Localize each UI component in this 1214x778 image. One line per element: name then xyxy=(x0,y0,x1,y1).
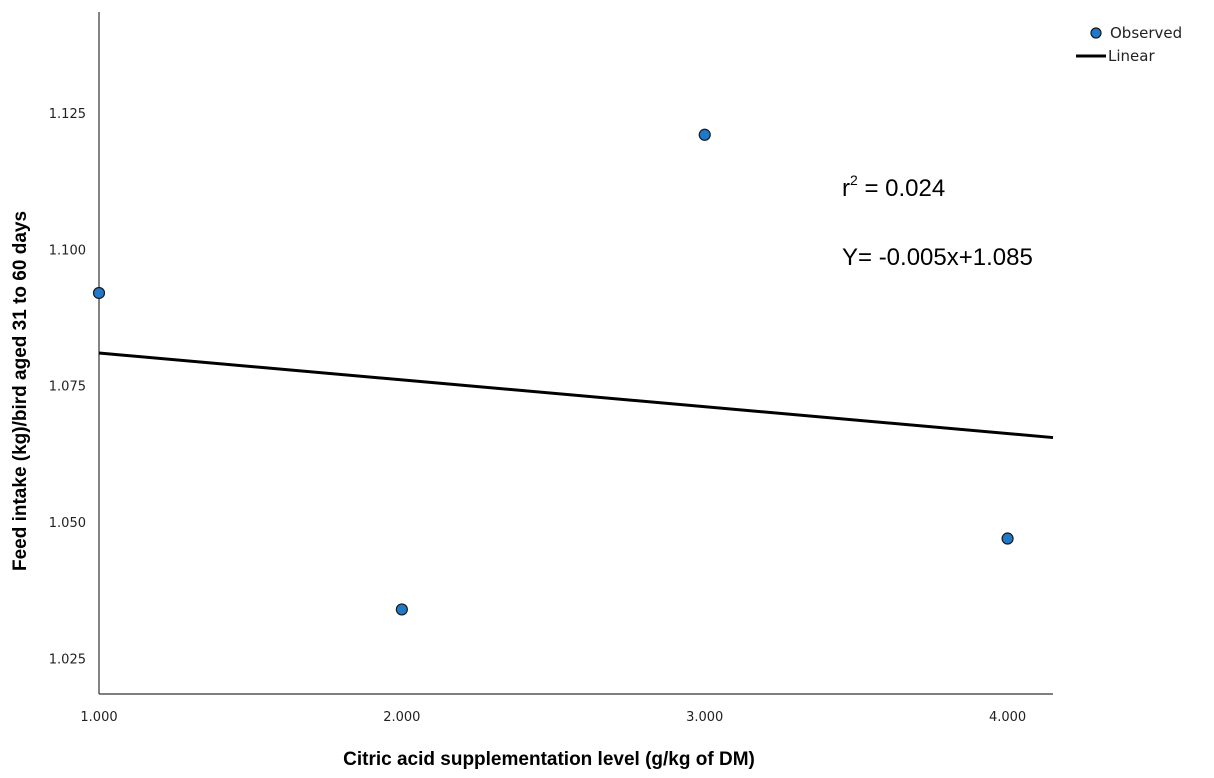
observed-points-layer xyxy=(92,128,1014,616)
axes xyxy=(98,12,1053,695)
x-tick-labels: 1.000 2.000 3.000 4.000 xyxy=(80,710,1026,725)
observed-point xyxy=(698,128,711,141)
x-tick-label: 2.000 xyxy=(383,710,420,725)
observed-point xyxy=(92,286,106,300)
y-tick-label: 1.125 xyxy=(49,107,86,122)
y-tick-label: 1.100 xyxy=(49,243,86,258)
y-tick-label: 1.075 xyxy=(49,380,86,395)
x-tick-label: 1.000 xyxy=(80,710,117,725)
regression-equation: Y= -0.005x+1.085 xyxy=(842,244,1033,271)
legend-linear-label: Linear xyxy=(1108,47,1155,65)
y-tick-label: 1.050 xyxy=(49,516,86,531)
y-axis-title: Feed intake (kg)/bird aged 31 to 60 days xyxy=(10,211,31,571)
observed-point xyxy=(395,603,408,616)
y-tick-label: 1.025 xyxy=(49,653,86,668)
linear-fit-line xyxy=(98,351,1054,440)
r-squared-value: = 0.024 xyxy=(858,175,945,202)
x-tick-label: 4.000 xyxy=(989,710,1026,725)
observed-point xyxy=(1001,532,1014,545)
linear-fit-layer xyxy=(98,351,1054,440)
r-squared-exponent: 2 xyxy=(850,172,858,188)
legend: Observed Linear xyxy=(1076,24,1182,65)
r-squared-annotation: r2 = 0.024 xyxy=(842,172,945,202)
r-squared-prefix: r xyxy=(842,175,850,202)
legend-observed-label: Observed xyxy=(1110,24,1182,42)
legend-observed-marker xyxy=(1090,27,1102,39)
x-tick-label: 3.000 xyxy=(686,710,723,725)
y-tick-labels: 1.025 1.050 1.075 1.100 1.125 xyxy=(49,107,86,668)
x-axis-title: Citric acid supplementation level (g/kg … xyxy=(343,749,755,770)
